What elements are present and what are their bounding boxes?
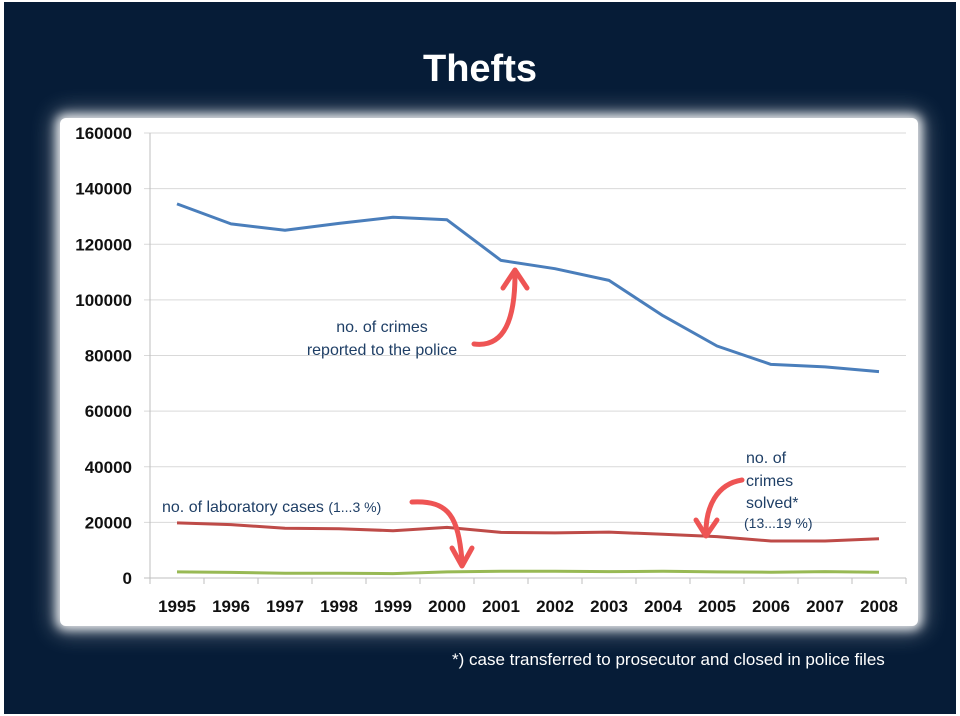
x-tick-label: 1998 xyxy=(320,597,358,616)
x-tick-label: 2001 xyxy=(482,597,520,616)
x-tick-label: 1997 xyxy=(266,597,304,616)
x-tick-label: 1999 xyxy=(374,597,412,616)
y-tick-label: 20000 xyxy=(85,513,132,532)
y-tick-label: 160000 xyxy=(75,124,132,143)
y-tick-label: 140000 xyxy=(75,180,132,199)
laboratory-annotation-label: no. of laboratory cases (1...3 %) xyxy=(162,499,381,516)
y-tick-label: 0 xyxy=(123,569,132,588)
annotation-arrows xyxy=(409,267,745,569)
x-tick-label: 2008 xyxy=(860,597,898,616)
x-tick-label: 2005 xyxy=(698,597,736,616)
y-tick-label: 100000 xyxy=(75,291,132,310)
y-tick-label: 120000 xyxy=(75,235,132,254)
solved-annotation-line1: no. of xyxy=(746,450,787,467)
y-tick-label: 40000 xyxy=(85,458,132,477)
x-tick-label: 2002 xyxy=(536,597,574,616)
thefts-line-chart: 0 20000 40000 60000 80000 100000 120000 140000 1… xyxy=(75,124,907,616)
y-tick-label: 80000 xyxy=(85,347,132,366)
laboratory-annotation-range: (1...3 %) xyxy=(328,499,381,515)
series-lines xyxy=(176,202,880,576)
laboratory-arrow-icon xyxy=(409,499,475,569)
series-line-solved xyxy=(176,521,880,543)
reported-arrow-icon xyxy=(471,267,530,347)
chart-panel: 0 20000 40000 60000 80000 100000 120000 140000 1… xyxy=(60,118,918,626)
x-tick-label: 2000 xyxy=(428,597,466,616)
x-tick-label: 2004 xyxy=(644,597,682,616)
solved-annotation-line2: crimes xyxy=(746,473,793,490)
slide-title: Thefts xyxy=(423,48,537,90)
x-tick-label: 1995 xyxy=(158,597,196,616)
reported-annotation-line2: reported to the police xyxy=(307,342,457,359)
solved-annotation-line3: solved* xyxy=(746,495,798,512)
x-tick-label: 2007 xyxy=(806,597,844,616)
y-tick-labels: 0 20000 40000 60000 80000 100000 120000 140000 1… xyxy=(75,124,132,588)
series-line-laboratory xyxy=(176,569,880,576)
x-tick-label: 2003 xyxy=(590,597,628,616)
x-tick-labels: 1995 1996 1997 1998 1999 2000 2001 2002 2003 2004… xyxy=(158,597,898,616)
footnote: *) case transferred to prosecutor and cl… xyxy=(452,650,885,669)
solved-annotation-range: (13...19 %) xyxy=(744,515,812,531)
solved-arrow-icon xyxy=(693,477,745,539)
series-line-reported xyxy=(176,202,880,374)
y-tick-label: 60000 xyxy=(85,402,132,421)
reported-annotation-line1: no. of crimes xyxy=(336,319,428,336)
x-tick-label: 1996 xyxy=(212,597,250,616)
grid-lines xyxy=(144,132,907,584)
x-tick-label: 2006 xyxy=(752,597,790,616)
